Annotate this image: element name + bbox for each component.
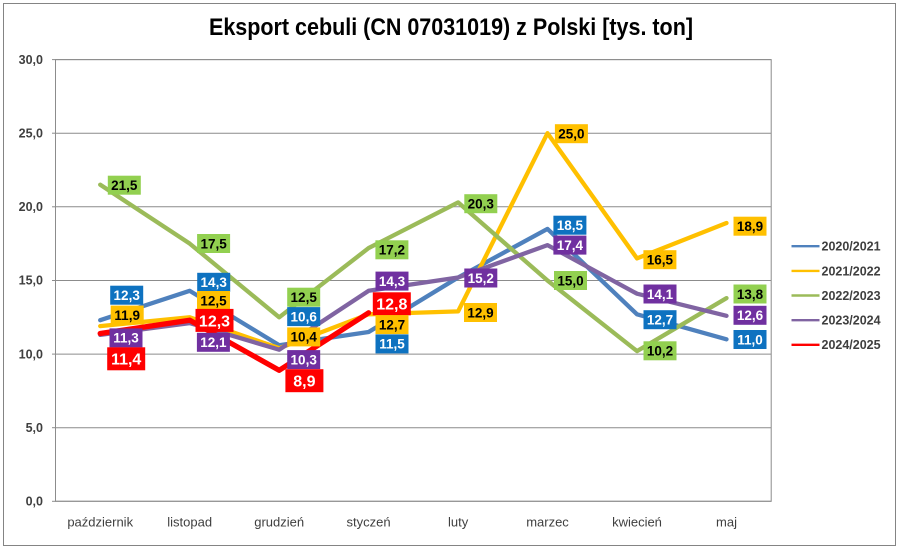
svg-text:5,0: 5,0	[26, 421, 43, 435]
svg-text:2023/2024: 2023/2024	[822, 314, 881, 328]
svg-text:12,1: 12,1	[200, 335, 227, 350]
svg-text:30,0: 30,0	[19, 53, 43, 67]
svg-text:17,2: 17,2	[379, 243, 405, 258]
svg-text:maj: maj	[716, 515, 737, 530]
svg-text:0,0: 0,0	[26, 495, 43, 509]
svg-text:12,3: 12,3	[199, 313, 230, 330]
svg-text:12,9: 12,9	[467, 305, 493, 320]
svg-text:13,8: 13,8	[737, 287, 764, 302]
svg-text:12,5: 12,5	[291, 290, 318, 305]
svg-text:2021/2022: 2021/2022	[822, 264, 881, 278]
svg-text:15,0: 15,0	[19, 274, 43, 288]
svg-text:listopad: listopad	[167, 515, 212, 530]
svg-text:11,0: 11,0	[737, 332, 763, 347]
svg-text:10,0: 10,0	[19, 347, 43, 361]
svg-text:14,1: 14,1	[647, 287, 674, 302]
svg-text:marzec: marzec	[526, 515, 569, 530]
svg-text:20,3: 20,3	[468, 197, 495, 212]
svg-text:17,4: 17,4	[557, 238, 584, 253]
svg-text:12,6: 12,6	[737, 308, 764, 323]
svg-text:11,9: 11,9	[114, 308, 140, 323]
svg-text:12,8: 12,8	[376, 297, 407, 314]
svg-text:2024/2025: 2024/2025	[822, 338, 881, 352]
svg-text:15,0: 15,0	[557, 273, 583, 288]
svg-text:11,5: 11,5	[379, 337, 405, 352]
svg-text:12,5: 12,5	[200, 293, 227, 308]
svg-text:21,5: 21,5	[111, 178, 138, 193]
svg-text:12,7: 12,7	[647, 313, 673, 328]
svg-text:Eksport cebuli (CN 07031019) z: Eksport cebuli (CN 07031019) z Polski [t…	[209, 14, 693, 41]
svg-text:styczeń: styczeń	[347, 515, 391, 530]
svg-text:25,0: 25,0	[558, 127, 584, 142]
svg-text:październik: październik	[67, 515, 133, 530]
svg-text:18,5: 18,5	[557, 218, 584, 233]
svg-text:18,9: 18,9	[737, 219, 763, 234]
svg-text:14,3: 14,3	[379, 274, 406, 289]
svg-text:10,6: 10,6	[291, 309, 318, 324]
svg-text:15,2: 15,2	[468, 271, 494, 286]
svg-text:2020/2021: 2020/2021	[822, 240, 881, 254]
svg-text:17,5: 17,5	[200, 236, 227, 251]
svg-text:11,3: 11,3	[113, 331, 139, 346]
svg-text:16,5: 16,5	[647, 253, 674, 268]
svg-text:2022/2023: 2022/2023	[822, 289, 881, 303]
svg-text:luty: luty	[448, 515, 469, 530]
svg-text:10,4: 10,4	[291, 330, 318, 345]
svg-text:8,9: 8,9	[293, 374, 315, 391]
svg-text:12,7: 12,7	[379, 317, 405, 332]
svg-text:grudzień: grudzień	[254, 515, 304, 530]
svg-text:12,3: 12,3	[114, 288, 141, 303]
svg-text:kwiecień: kwiecień	[612, 515, 662, 530]
svg-text:11,4: 11,4	[111, 352, 141, 369]
svg-text:14,3: 14,3	[201, 275, 228, 290]
svg-text:25,0: 25,0	[19, 126, 43, 140]
svg-text:20,0: 20,0	[19, 200, 43, 214]
svg-text:10,3: 10,3	[291, 352, 318, 367]
svg-text:10,2: 10,2	[647, 344, 673, 359]
